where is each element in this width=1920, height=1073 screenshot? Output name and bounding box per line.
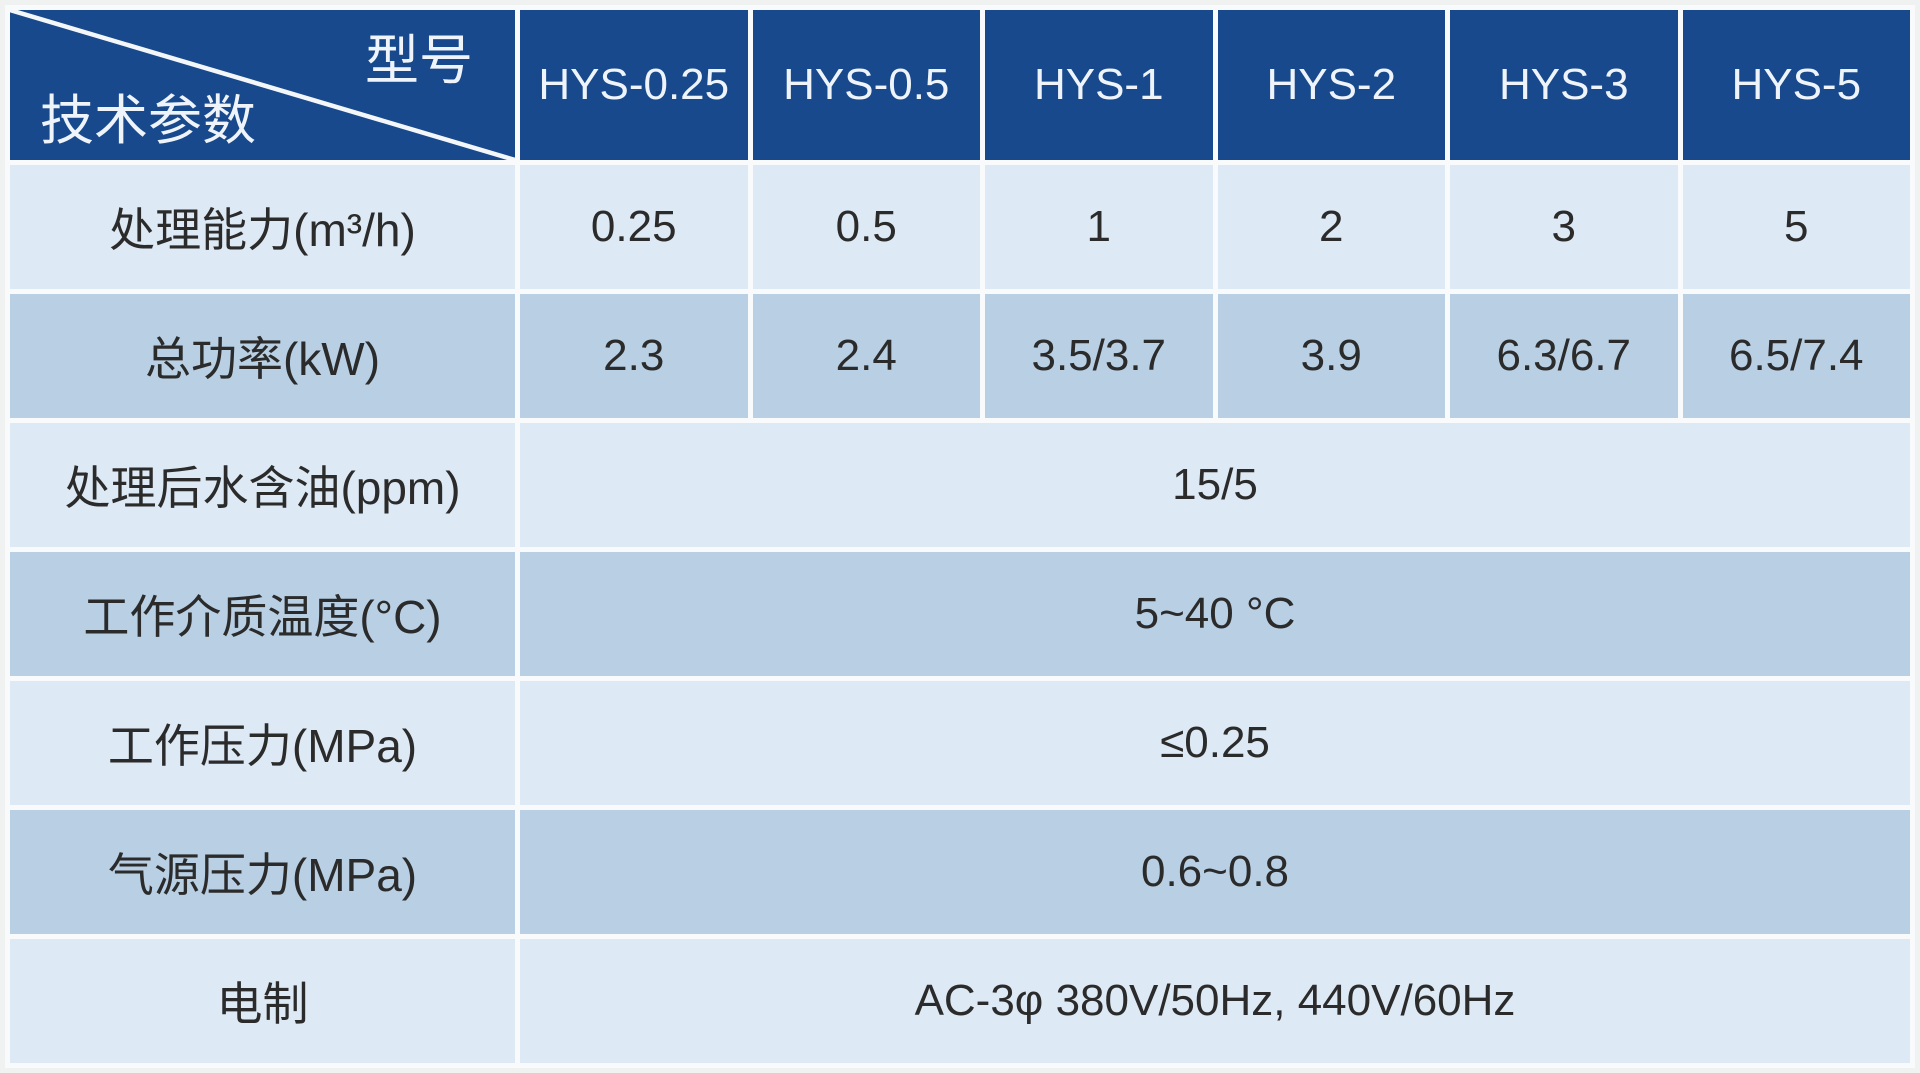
- model-column-header: HYS-3: [1450, 10, 1678, 160]
- spec-value: 2.4: [752, 294, 980, 418]
- spec-value-merged: 15/5: [520, 423, 1910, 547]
- spec-label: 工作压力(MPa): [10, 681, 515, 805]
- spec-label: 总功率(kW): [10, 294, 515, 418]
- spec-value: 2: [1217, 165, 1445, 289]
- spec-table: 型号 技术参数 HYS-0.25 HYS-0.5 HYS-1 HYS-2 HYS…: [5, 5, 1915, 1068]
- spec-row-medium-temperature: 工作介质温度(°C) 5~40 °C: [10, 552, 1910, 676]
- spec-value: 3: [1450, 165, 1678, 289]
- spec-value-merged: 0.6~0.8: [520, 810, 1910, 934]
- spec-label: 电制: [10, 939, 515, 1063]
- spec-row-working-pressure: 工作压力(MPa) ≤0.25: [10, 681, 1910, 805]
- spec-value: 3.5/3.7: [985, 294, 1213, 418]
- model-column-header: HYS-0.25: [520, 10, 748, 160]
- spec-value: 0.5: [752, 165, 980, 289]
- spec-value-merged: 5~40 °C: [520, 552, 1910, 676]
- spec-label: 处理能力(m³/h): [10, 165, 515, 289]
- spec-value: 3.9: [1217, 294, 1445, 418]
- spec-value-merged: ≤0.25: [520, 681, 1910, 805]
- header-row: 型号 技术参数 HYS-0.25 HYS-0.5 HYS-1 HYS-2 HYS…: [10, 10, 1910, 160]
- model-column-header: HYS-1: [985, 10, 1213, 160]
- spec-value-merged: AC-3φ 380V/50Hz, 440V/60Hz: [520, 939, 1910, 1063]
- spec-row-capacity: 处理能力(m³/h) 0.25 0.5 1 2 3 5: [10, 165, 1910, 289]
- model-column-header: HYS-0.5: [752, 10, 980, 160]
- spec-value: 5: [1682, 165, 1910, 289]
- spec-value: 0.25: [520, 165, 748, 289]
- corner-cell: 型号 技术参数: [10, 10, 515, 160]
- spec-row-air-pressure: 气源压力(MPa) 0.6~0.8: [10, 810, 1910, 934]
- spec-row-oil-content: 处理后水含油(ppm) 15/5: [10, 423, 1910, 547]
- spec-value: 1: [985, 165, 1213, 289]
- spec-label: 处理后水含油(ppm): [10, 423, 515, 547]
- spec-label: 工作介质温度(°C): [10, 552, 515, 676]
- corner-label-parameters: 技术参数: [40, 91, 256, 151]
- model-column-header: HYS-5: [1682, 10, 1910, 160]
- spec-row-power: 总功率(kW) 2.3 2.4 3.5/3.7 3.9 6.3/6.7 6.5/…: [10, 294, 1910, 418]
- spec-value: 6.5/7.4: [1682, 294, 1910, 418]
- diagonal-divider-line: [10, 10, 515, 160]
- spec-label: 气源压力(MPa): [10, 810, 515, 934]
- spec-row-electrical-system: 电制 AC-3φ 380V/50Hz, 440V/60Hz: [10, 939, 1910, 1063]
- spec-value: 6.3/6.7: [1450, 294, 1678, 418]
- spec-value: 2.3: [520, 294, 748, 418]
- model-column-header: HYS-2: [1217, 10, 1445, 160]
- corner-label-model: 型号: [365, 31, 473, 91]
